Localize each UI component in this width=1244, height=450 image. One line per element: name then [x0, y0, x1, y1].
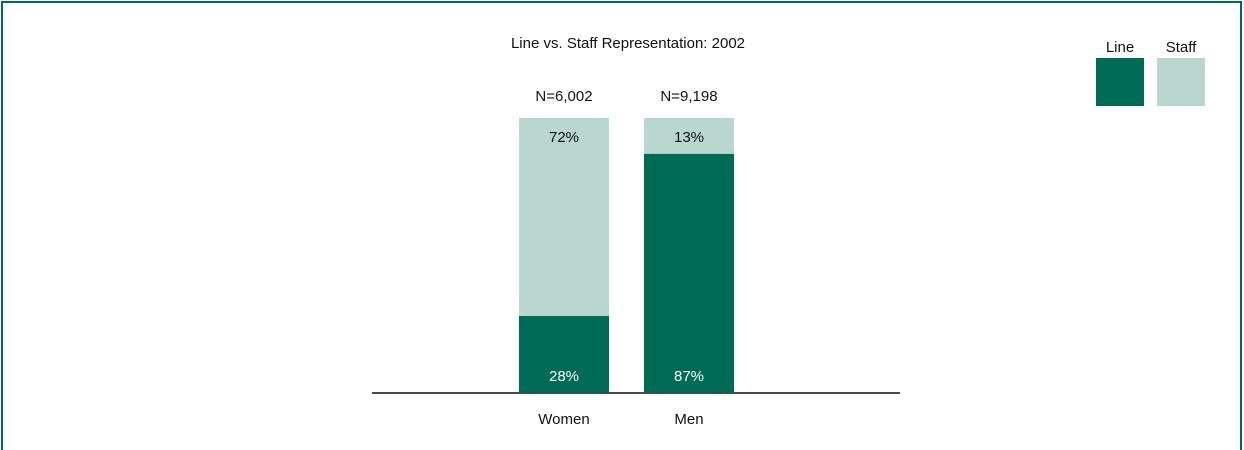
legend-label: Line: [1106, 39, 1134, 56]
legend-label: Staff: [1166, 39, 1197, 56]
x-tick-label: Men: [674, 411, 703, 428]
value-label: 72%: [549, 129, 579, 146]
legend-swatch: [1157, 58, 1205, 106]
legend-swatch: [1096, 58, 1144, 106]
chart-title: Line vs. Staff Representation: 2002: [511, 35, 745, 52]
bar-segment: [644, 153, 734, 393]
bar-segment: [519, 316, 609, 393]
value-label: 87%: [674, 368, 704, 385]
bar-segment: [644, 118, 734, 154]
bar-segment: [519, 118, 609, 316]
value-label: 13%: [674, 129, 704, 146]
value-label: 28%: [549, 368, 579, 385]
x-tick-label: Women: [538, 411, 589, 428]
annotation: N=9,198: [660, 88, 717, 105]
annotation: N=6,002: [535, 88, 592, 105]
